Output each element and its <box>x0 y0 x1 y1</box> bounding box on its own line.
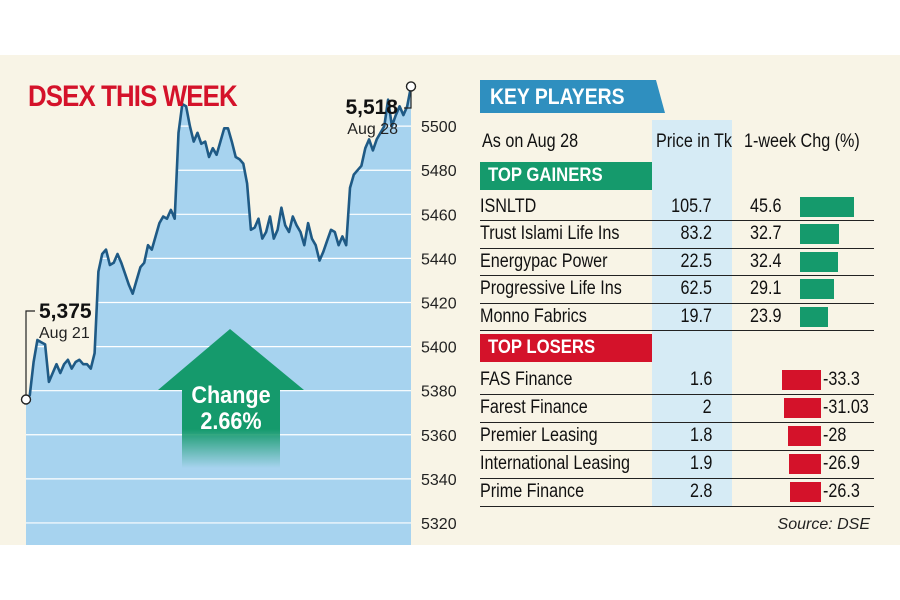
y-tick-label: 5480 <box>421 163 457 180</box>
area-fill <box>26 86 411 545</box>
price-value: 19.7 <box>680 306 712 327</box>
row-divider <box>480 450 874 451</box>
price-value: 83.2 <box>680 223 712 244</box>
y-tick-label: 5320 <box>421 516 457 533</box>
end-value: 5,518 <box>345 96 398 119</box>
change-column-header: 1-week Chg (%) <box>744 131 860 152</box>
as-on-date: As on Aug 28 <box>482 131 579 152</box>
gainer-row: Trust Islami Life Ins 83.2 32.7 <box>480 221 874 248</box>
end-marker <box>405 81 417 92</box>
company-name: International Leasing <box>480 453 630 474</box>
company-name: Trust Islami Life Ins <box>480 223 620 244</box>
y-tick-label: 5360 <box>421 428 457 445</box>
change-value: 32.7 <box>750 223 782 244</box>
row-divider <box>480 248 874 249</box>
y-tick-label: 5460 <box>421 207 457 224</box>
top-gainers-header: TOP GAINERS <box>480 162 652 190</box>
gainer-row: Monno Fabrics 19.7 23.9 <box>480 304 874 331</box>
change-value: -26.9 <box>823 453 860 474</box>
y-tick-label: 5500 <box>421 119 457 136</box>
key-players-banner <box>480 80 665 113</box>
change-value: -26.3 <box>823 481 860 502</box>
end-date: Aug 28 <box>347 121 398 138</box>
loser-row: Farest Finance 2 -31.03 <box>480 395 874 422</box>
change-value: 45.6 <box>750 196 782 217</box>
loser-row: FAS Finance 1.6 -33.3 <box>480 367 874 394</box>
change-value: -28 <box>823 425 847 446</box>
end-leader <box>404 86 412 109</box>
loser-row: International Leasing 1.9 -26.9 <box>480 451 874 478</box>
gain-bar <box>800 307 829 327</box>
company-name: Prime Finance <box>480 481 585 502</box>
source-note: Source: DSE <box>777 516 870 533</box>
change-badge: Change 2.66% <box>184 383 278 435</box>
change-value: -33.3 <box>823 369 860 390</box>
price-value: 2.8 <box>689 481 712 502</box>
change-label: Change <box>191 382 271 409</box>
company-name: Farest Finance <box>480 397 588 418</box>
row-divider <box>480 220 874 221</box>
change-value: -31.03 <box>823 397 869 418</box>
y-tick-label: 5380 <box>421 384 457 401</box>
loser-row: Prime Finance 2.8 -26.3 <box>480 479 874 506</box>
row-divider <box>480 275 874 276</box>
price-value: 22.5 <box>680 251 712 272</box>
company-name: Energypac Power <box>480 251 608 272</box>
start-date: Aug 21 <box>39 325 90 342</box>
y-tick-label: 5400 <box>421 340 457 357</box>
loser-row: Premier Leasing 1.8 -28 <box>480 423 874 450</box>
loss-bar <box>789 454 821 474</box>
loss-bar <box>784 398 821 418</box>
gain-bar <box>800 197 854 217</box>
gainer-row: Energypac Power 22.5 32.4 <box>480 249 874 276</box>
top-losers-header: TOP LOSERS <box>480 334 652 362</box>
row-divider <box>480 394 874 395</box>
key-players-title: KEY PLAYERS <box>490 84 625 109</box>
start-value: 5,375 <box>39 300 92 323</box>
start-leader <box>25 310 35 400</box>
loss-bar <box>781 370 821 390</box>
gain-bar <box>800 279 835 299</box>
dsex-line <box>25 86 413 401</box>
price-value: 62.5 <box>680 278 712 299</box>
price-column-highlight <box>652 120 732 507</box>
gain-bar <box>800 224 839 244</box>
change-value: 2.66% <box>200 408 262 435</box>
chart-title: DSEX THIS WEEK <box>28 80 238 113</box>
gainer-row: Progressive Life Ins 62.5 29.1 <box>480 276 874 303</box>
row-divider <box>480 478 874 479</box>
y-tick-label: 5340 <box>421 472 457 489</box>
row-divider <box>480 506 874 507</box>
y-tick-label: 5420 <box>421 296 457 313</box>
price-value: 1.9 <box>689 453 712 474</box>
price-value: 1.6 <box>689 369 712 390</box>
loss-bar <box>789 482 821 502</box>
row-divider <box>480 303 874 304</box>
company-name: Monno Fabrics <box>480 306 587 327</box>
price-value: 1.8 <box>689 425 712 446</box>
top-gainers-label: TOP GAINERS <box>488 165 603 186</box>
company-name: ISNLTD <box>480 196 537 217</box>
price-column-header: Price in Tk <box>656 131 732 152</box>
top-losers-label: TOP LOSERS <box>488 337 596 358</box>
change-value: 23.9 <box>750 306 782 327</box>
loss-bar <box>787 426 821 446</box>
y-tick-label: 5440 <box>421 251 457 268</box>
company-name: Progressive Life Ins <box>480 278 622 299</box>
row-divider <box>480 330 874 331</box>
change-value: 29.1 <box>750 278 782 299</box>
gain-bar <box>800 252 839 272</box>
start-marker <box>20 394 32 405</box>
company-name: FAS Finance <box>480 369 573 390</box>
gainer-row: ISNLTD 105.7 45.6 <box>480 194 874 221</box>
price-value: 105.7 <box>671 196 712 217</box>
row-divider <box>480 422 874 423</box>
company-name: Premier Leasing <box>480 425 598 446</box>
price-value: 2 <box>703 397 712 418</box>
change-value: 32.4 <box>750 251 782 272</box>
